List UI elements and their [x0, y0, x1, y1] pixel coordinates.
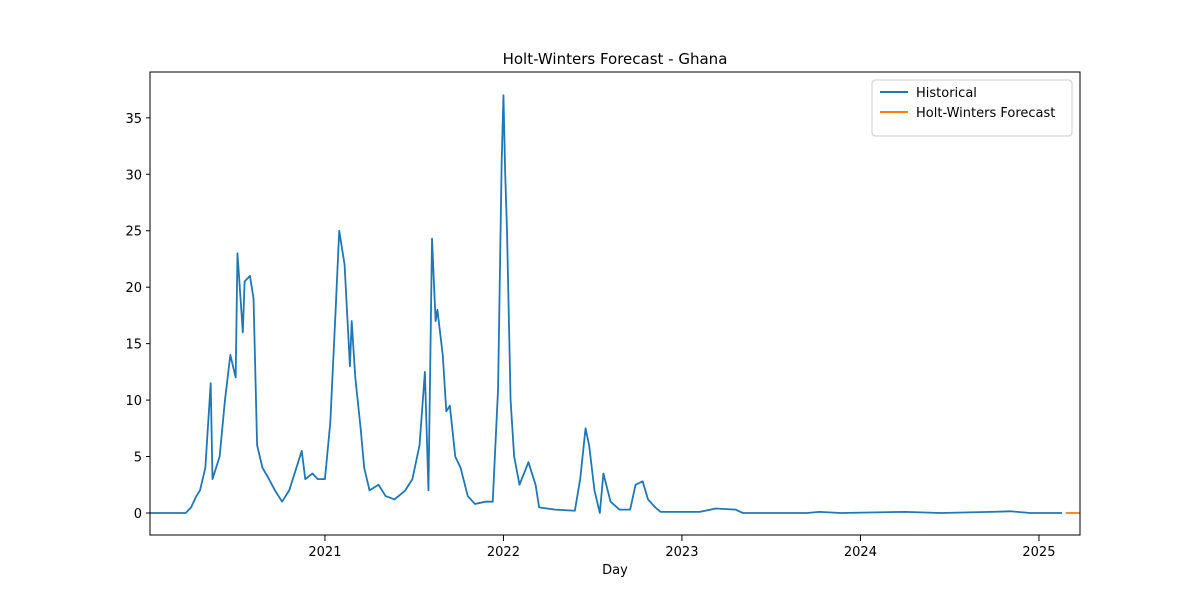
chart-title: Holt-Winters Forecast - Ghana — [503, 50, 728, 68]
series-line — [150, 94, 1063, 514]
y-tick-label: 15 — [125, 338, 142, 353]
x-tick-label: 2025 — [1022, 545, 1055, 560]
x-tick-label: 2024 — [844, 545, 877, 560]
plot-frame — [149, 71, 1081, 536]
y-tick-label: 30 — [125, 168, 142, 183]
y-tick-label: 10 — [125, 394, 142, 409]
x-axis-label: Day — [602, 563, 628, 578]
y-tick-label: 0 — [134, 507, 142, 522]
legend: Historical Holt-Winters Forecast — [871, 79, 1073, 137]
y-tick-label: 5 — [134, 451, 142, 466]
legend-box — [871, 79, 1073, 137]
y-tick-label: 35 — [125, 112, 142, 127]
legend-label: Holt-Winters Forecast — [916, 106, 1055, 121]
x-tick-label: 2021 — [308, 545, 341, 560]
legend-label: Historical — [916, 86, 977, 101]
x-tick-label: 2022 — [487, 545, 520, 560]
y-tick-label: 25 — [125, 225, 142, 240]
x-tick-label: 2023 — [665, 545, 698, 560]
y-tick-label: 20 — [125, 281, 142, 296]
